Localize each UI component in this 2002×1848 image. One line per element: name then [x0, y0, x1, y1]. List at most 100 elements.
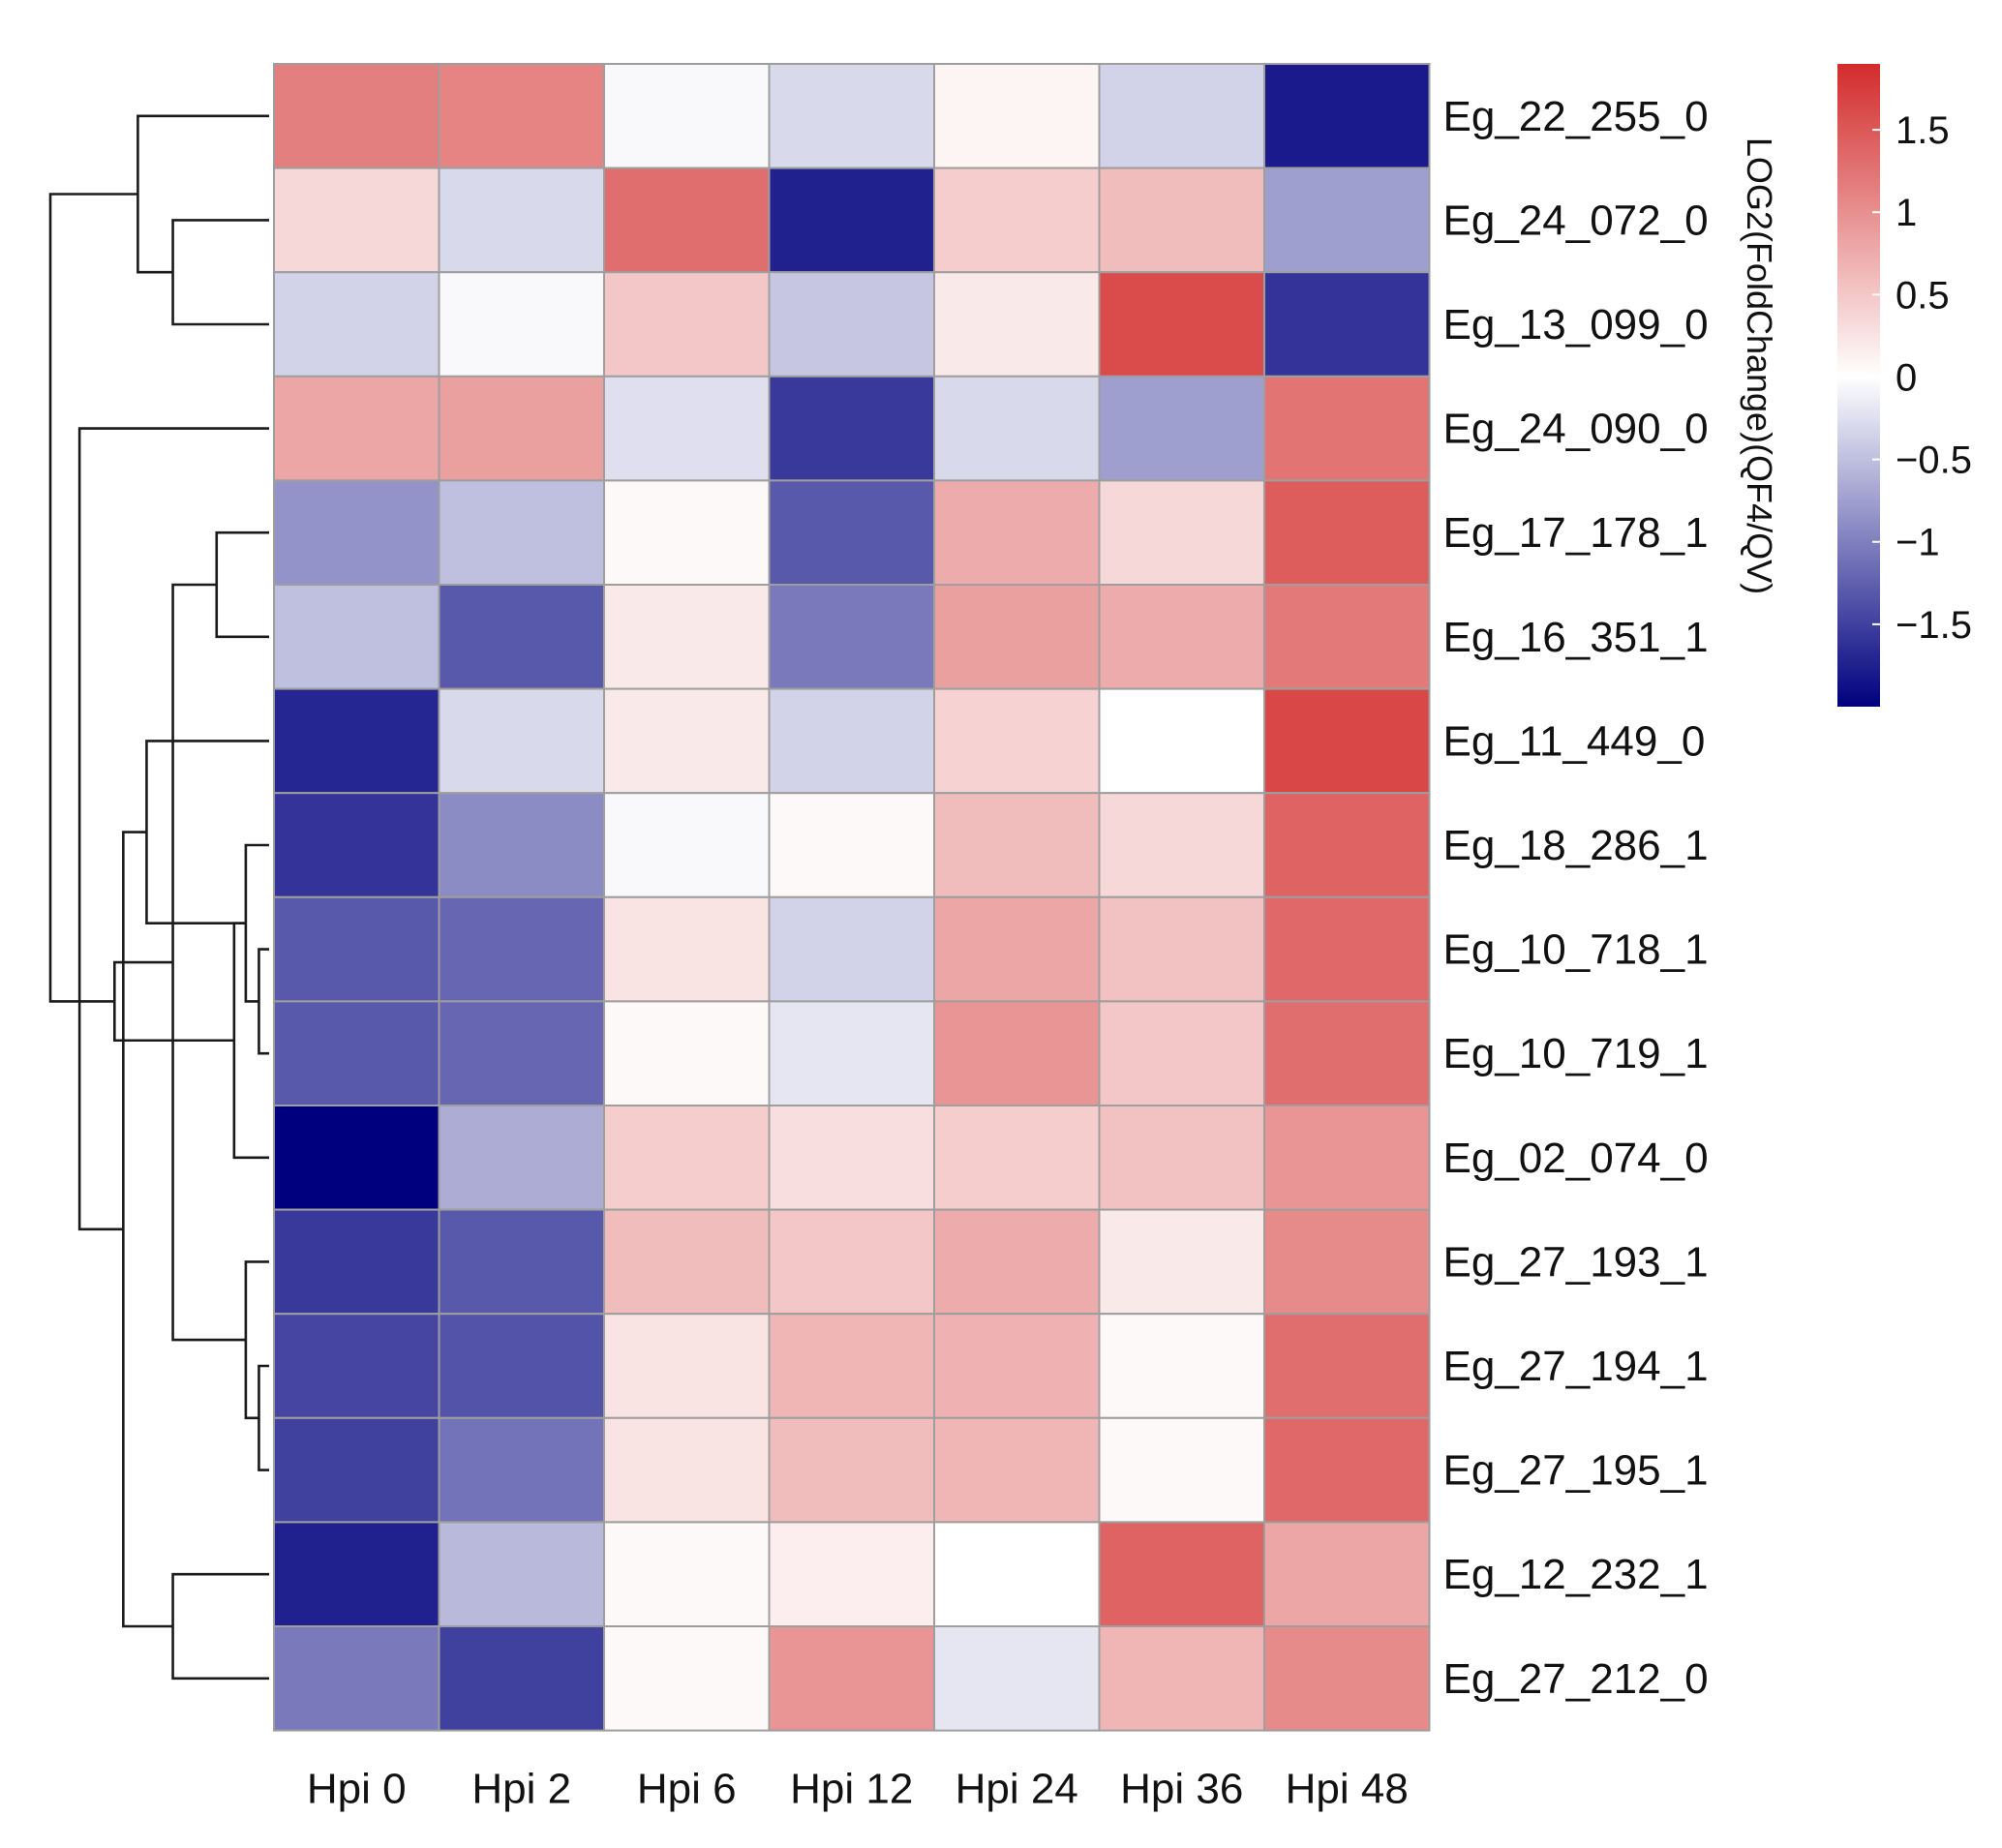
- heatmap-cell: [273, 687, 440, 795]
- heatmap-cell: [1263, 1208, 1431, 1316]
- heatmap-cell: [933, 63, 1101, 169]
- heatmap-cell: [273, 895, 440, 1003]
- dendrogram-link: [232, 922, 269, 1160]
- colorbar-tick-label: 0.5: [1896, 274, 1950, 317]
- heatmap-cell: [273, 792, 440, 898]
- colorbar: 1.5 1 0.5 0 −0.5 −1 −1.5 LOG2(FoldChange)(QF4/…: [1740, 64, 1972, 707]
- heatmap-cell: [1098, 1416, 1265, 1524]
- heatmap-cell: [1098, 584, 1265, 690]
- column-label: Hpi 2: [471, 1766, 571, 1813]
- heatmap-cell: [438, 167, 605, 274]
- row-label: Eg_10_718_1: [1443, 926, 1709, 974]
- heatmap-cell: [603, 479, 771, 586]
- dendrogram-link: [77, 427, 269, 1231]
- heatmap-cell: [1263, 687, 1431, 795]
- heatmap-cell: [438, 63, 605, 169]
- colorbar-tick-label: 0: [1896, 356, 1917, 399]
- heatmap-cell: [933, 687, 1101, 795]
- heatmap-cell: [603, 1313, 771, 1419]
- heatmap-cell: [603, 895, 771, 1003]
- heatmap-cell: [273, 584, 440, 690]
- heatmap-cell: [603, 584, 771, 690]
- row-label: Eg_10_719_1: [1443, 1030, 1709, 1077]
- heatmap-cell: [1263, 1000, 1431, 1107]
- column-label: Hpi 24: [956, 1766, 1078, 1813]
- heatmap-cell: [603, 1000, 771, 1107]
- row-label: Eg_27_194_1: [1443, 1343, 1709, 1390]
- dendrogram-link: [48, 193, 138, 1003]
- heatmap-cell: [1098, 1105, 1265, 1211]
- heatmap-cell: [768, 1208, 935, 1316]
- heatmap-cell: [273, 271, 440, 378]
- heatmap-cell: [438, 1000, 605, 1107]
- heatmap-cell: [1263, 1521, 1431, 1628]
- heatmap-cell: [1098, 1625, 1265, 1732]
- heatmap-cell: [438, 584, 605, 690]
- heatmap-cell: [438, 1208, 605, 1316]
- colorbar-tick-label: −0.5: [1896, 439, 1972, 482]
- heatmap-cell: [768, 1625, 935, 1732]
- dendrogram-link: [171, 1572, 269, 1681]
- heatmap-cell: [933, 1521, 1101, 1628]
- heatmap-cell: [603, 271, 771, 378]
- heatmap-cell: [933, 167, 1101, 274]
- colorbar-title: LOG2(FoldChange)(QF4/QV): [1740, 137, 1779, 594]
- heatmap-cell: [273, 479, 440, 586]
- row-label: Eg_24_072_0: [1443, 197, 1709, 244]
- heatmap-cell: [1263, 1625, 1431, 1732]
- heatmap-cell: [1263, 1313, 1431, 1419]
- heatmap-cell: [1098, 1521, 1265, 1628]
- row-label: Eg_24_090_0: [1443, 406, 1709, 453]
- heatmap-cell: [933, 375, 1101, 482]
- heatmap-cell: [933, 271, 1101, 378]
- colorbar-tick-label: −1: [1896, 522, 1940, 564]
- column-label: Hpi 12: [790, 1766, 913, 1813]
- row-label: Eg_16_351_1: [1443, 614, 1709, 661]
- heatmap-cell: [273, 1416, 440, 1524]
- row-label: Eg_02_074_0: [1443, 1135, 1709, 1182]
- heatmap-cell: [1098, 271, 1265, 378]
- heatmap-cell: [273, 1625, 440, 1732]
- heatmap-cell: [273, 1000, 440, 1107]
- heatmap-cell: [438, 1313, 605, 1419]
- heatmap-cell: [273, 63, 440, 169]
- column-labels: Hpi 0 Hpi 2 Hpi 6 Hpi 12 Hpi 24 Hpi 36 Hpi 48: [307, 1766, 1409, 1813]
- heatmap-cell: [768, 1105, 935, 1211]
- heatmap-cell: [438, 895, 605, 1003]
- heatmap-cell: [1098, 63, 1265, 169]
- row-label: Eg_22_255_0: [1443, 93, 1709, 140]
- heatmap-cell: [768, 895, 935, 1003]
- dendrogram-link: [215, 530, 269, 639]
- heatmap-cell: [1263, 895, 1431, 1003]
- heatmap-cell: [1263, 1416, 1431, 1524]
- dendrogram-link: [122, 831, 173, 1628]
- heatmap-cell: [933, 479, 1101, 586]
- heatmap-cell: [768, 1000, 935, 1107]
- heatmap-cell: [438, 375, 605, 482]
- heatmap-cell: [603, 167, 771, 274]
- heatmap-cell: [1098, 1208, 1265, 1316]
- row-label: Eg_27_193_1: [1443, 1238, 1709, 1286]
- row-label: Eg_12_232_1: [1443, 1551, 1709, 1598]
- heatmap-cell: [438, 479, 605, 586]
- heatmap-cell: [768, 167, 935, 274]
- heatmap-cell: [603, 375, 771, 482]
- heatmap-cell: [1263, 584, 1431, 690]
- heatmap-cell: [1098, 479, 1265, 586]
- dendrogram-link: [244, 1260, 269, 1420]
- heatmap-cell: [273, 167, 440, 274]
- heatmap-cell: [933, 1625, 1101, 1732]
- dendrogram-link: [171, 219, 269, 326]
- heatmap-cell: [603, 1416, 771, 1524]
- dendrogram-link: [244, 843, 269, 1003]
- heatmap-cell: [768, 1313, 935, 1419]
- heatmap-cell: [273, 1105, 440, 1211]
- row-label: Eg_13_099_0: [1443, 301, 1709, 348]
- heatmap-cell: [768, 479, 935, 586]
- heatmap-cell: [438, 1416, 605, 1524]
- heatmap-cell: [1263, 167, 1431, 274]
- heatmap-cell: [933, 584, 1101, 690]
- heatmap-cell: [933, 1000, 1101, 1107]
- dendrogram-link: [145, 740, 269, 924]
- row-label: Eg_27_195_1: [1443, 1447, 1709, 1495]
